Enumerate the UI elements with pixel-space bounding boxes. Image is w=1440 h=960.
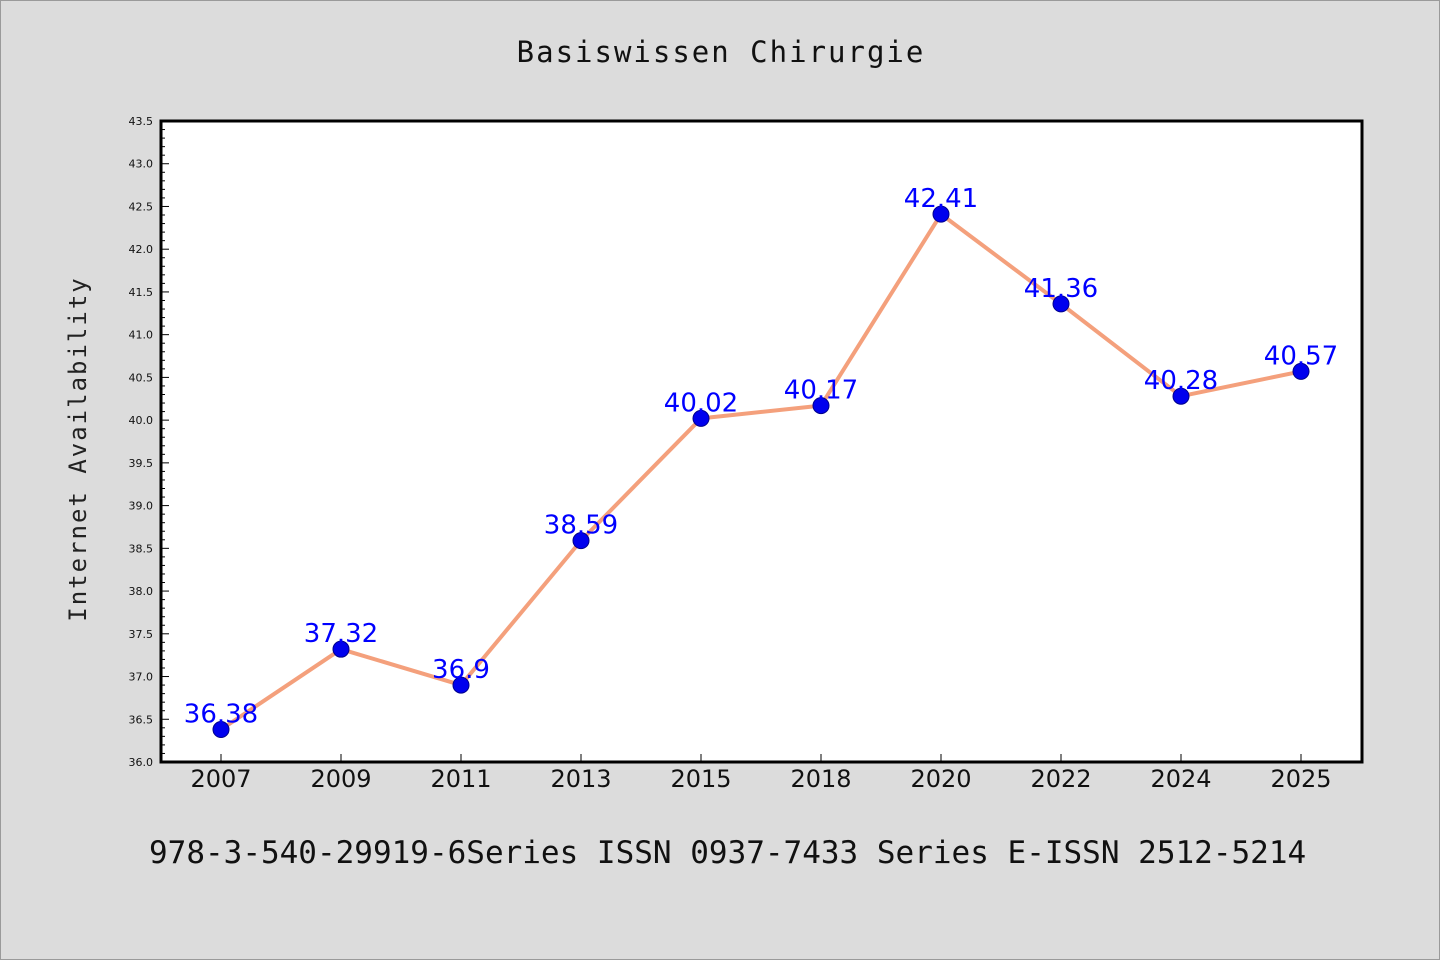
x-tick-label: 2022 [1030,765,1091,793]
plot-frame [159,119,1364,764]
plot-background [161,121,1362,762]
x-tick-label: 2007 [190,765,251,793]
x-tick-label: 2011 [430,765,491,793]
y-axis-ticks: 36.0 36.5 37.0 37.5 38.0 38.5 39.0 39.5 40.0 40.5… [129,115,169,769]
y-tick-label: 38.0 [129,585,154,598]
data-point [572,532,590,550]
x-tick-label: 2015 [670,765,731,793]
data-point [1292,362,1310,380]
x-tick-label: 2009 [310,765,371,793]
data-point [1172,387,1190,405]
chart-title: Basiswissen Chirurgie [516,35,926,69]
data-label: 40.02 [664,388,738,418]
y-tick-label: 41.5 [129,286,154,299]
x-tick-label: 2024 [1150,765,1211,793]
data-label: 38.59 [544,511,618,541]
footer-identifiers: 978-3-540-29919-6Series ISSN 0937-7433 S… [149,835,1307,871]
data-point [332,640,350,658]
y-tick-label: 37.5 [129,628,154,641]
data-point [1052,295,1070,313]
y-tick-label: 40.5 [129,371,154,384]
series-line [219,212,1303,732]
y-tick-label: 43.5 [129,115,154,128]
data-point [212,721,230,739]
data-label: 40.28 [1144,366,1218,396]
y-tick-label: 38.5 [129,542,154,555]
y-tick-label: 41.0 [129,329,154,342]
data-point [452,676,470,694]
data-label: 41.36 [1024,274,1098,304]
y-tick-label: 39.0 [129,500,154,513]
data-label: 40.17 [784,376,858,406]
y-tick-label: 36.0 [129,756,154,769]
x-tick-label: 2013 [550,765,611,793]
x-tick-label: 2025 [1270,765,1331,793]
data-label: 36.9 [432,655,490,685]
data-point [692,409,710,427]
data-label: 36.38 [184,700,258,730]
y-tick-label: 42.5 [129,200,154,213]
data-label: 37.32 [304,619,378,649]
data-point [812,397,830,415]
x-tick-label: 2018 [790,765,851,793]
y-tick-label: 39.5 [129,457,154,470]
series-layer: 36.38 37.32 36.9 38.59 40.02 40.17 42.41 41.36 4… [184,184,1338,739]
x-tick-label: 2020 [910,765,971,793]
y-tick-label: 40.0 [129,414,154,427]
y-tick-label: 43.0 [129,158,154,171]
y-tick-label: 42.0 [129,243,154,256]
data-point [932,205,950,223]
data-label: 40.57 [1264,341,1338,371]
y-tick-label: 37.0 [129,671,154,684]
data-label: 42.41 [904,184,978,214]
y-tick-label: 36.5 [129,713,154,726]
